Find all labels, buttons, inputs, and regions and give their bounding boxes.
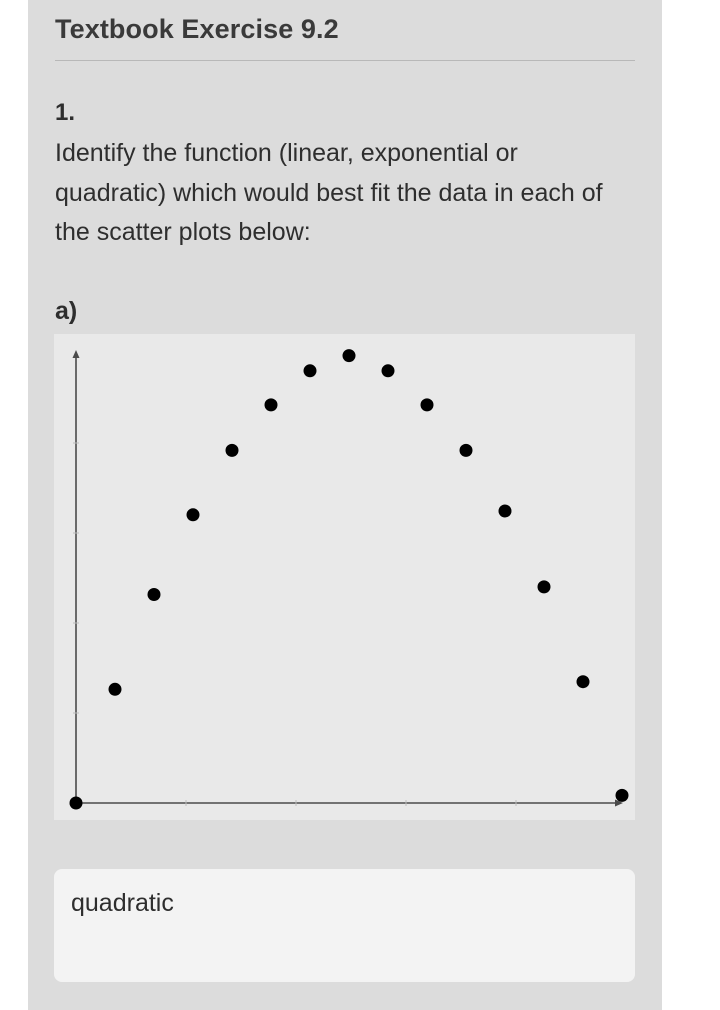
scatter-point [69, 796, 83, 810]
scatter-point [459, 443, 473, 457]
question-text: Identify the function (linear, exponenti… [55, 139, 603, 246]
scatter-plot-svg [69, 349, 629, 810]
axes [72, 350, 623, 807]
exercise-panel: Textbook Exercise 9.2 1. Identify the fu… [28, 0, 662, 1010]
scatter-point [576, 675, 590, 689]
scatter-point [186, 508, 200, 522]
part-label: a) [55, 297, 78, 325]
question-number: 1. [55, 99, 76, 126]
scatter-point [264, 398, 278, 412]
scatter-point [615, 788, 629, 802]
scatter-point [420, 398, 434, 412]
x-axis-arrow [615, 799, 623, 807]
title-divider [55, 60, 635, 61]
scatter-point [498, 504, 512, 518]
scatter-point [225, 443, 239, 457]
scatter-point [342, 349, 356, 363]
answer-field[interactable]: quadratic [54, 869, 635, 982]
scatter-point [147, 588, 161, 601]
scatter-point [108, 682, 122, 696]
answer-text: quadratic [71, 889, 174, 917]
data-points [69, 349, 629, 810]
y-axis-arrow [72, 350, 80, 358]
scatter-point [537, 580, 551, 594]
scatter-point [303, 364, 317, 378]
page-title: Textbook Exercise 9.2 [55, 14, 339, 44]
scatter-point [381, 364, 395, 378]
scatter-plot [54, 334, 635, 820]
